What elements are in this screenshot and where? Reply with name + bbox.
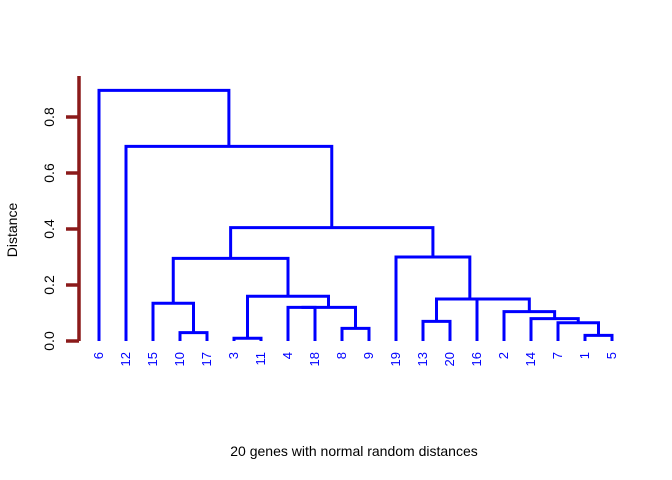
leaf-label: 8 xyxy=(334,352,349,359)
dendrogram-merge xyxy=(178,331,209,341)
dendrogram-merge xyxy=(97,88,231,341)
y-tick-label: 0.8 xyxy=(41,107,57,127)
y-tick-label: 0.4 xyxy=(41,219,57,239)
dendrogram-merge xyxy=(435,297,504,322)
y-tick-label: 0.6 xyxy=(41,163,57,183)
leaf-label: 10 xyxy=(172,352,187,366)
dendrogram-merge xyxy=(502,310,557,341)
leaf-label: 1 xyxy=(577,352,592,359)
leaf-label: 15 xyxy=(145,352,160,366)
dendrogram-merge xyxy=(340,326,371,341)
leaf-label: 18 xyxy=(307,352,322,366)
leaf-label: 14 xyxy=(523,352,538,366)
y-axis-label: Distance xyxy=(4,203,20,258)
leaf-label: 12 xyxy=(118,352,133,366)
dendrogram-merge xyxy=(475,297,531,341)
leaf-label: 2 xyxy=(496,352,511,359)
leaf-label: 13 xyxy=(415,352,430,366)
dendrogram-merge xyxy=(229,226,435,259)
y-tick-label: 0.0 xyxy=(41,331,57,351)
leaf-labels: 6 12 15 10 17 3 11 4 18 8 9 19 13 20 16 2 14 7 1 5 xyxy=(91,352,619,366)
leaf-label: 4 xyxy=(280,352,295,359)
leaf-label: 17 xyxy=(199,352,214,366)
y-axis: 0.0 0.2 0.4 0.6 0.8 xyxy=(41,76,81,351)
dendrogram-merge xyxy=(583,333,614,341)
leaf-label: 16 xyxy=(469,352,484,366)
leaf-label: 19 xyxy=(388,352,403,366)
leaf-label: 6 xyxy=(91,352,106,359)
dendrogram-merge xyxy=(301,305,357,329)
dendrogram-merge xyxy=(151,301,195,341)
leaf-label: 7 xyxy=(550,352,565,359)
dendrogram-merge xyxy=(556,321,600,341)
dendrogram-merge xyxy=(232,336,263,341)
dendrogram-merge xyxy=(421,319,452,341)
y-tick-label: 0.2 xyxy=(41,275,57,295)
leaf-label: 11 xyxy=(253,352,268,366)
leaf-label: 9 xyxy=(361,352,376,359)
dendrogram-merge xyxy=(286,305,317,341)
leaf-label: 5 xyxy=(604,352,619,359)
dendrogram-branches xyxy=(97,88,614,341)
leaf-label: 3 xyxy=(226,352,241,359)
x-axis-label: 20 genes with normal random distances xyxy=(230,443,477,459)
leaf-label: 20 xyxy=(442,352,457,366)
dendrogram-merge xyxy=(124,144,334,341)
